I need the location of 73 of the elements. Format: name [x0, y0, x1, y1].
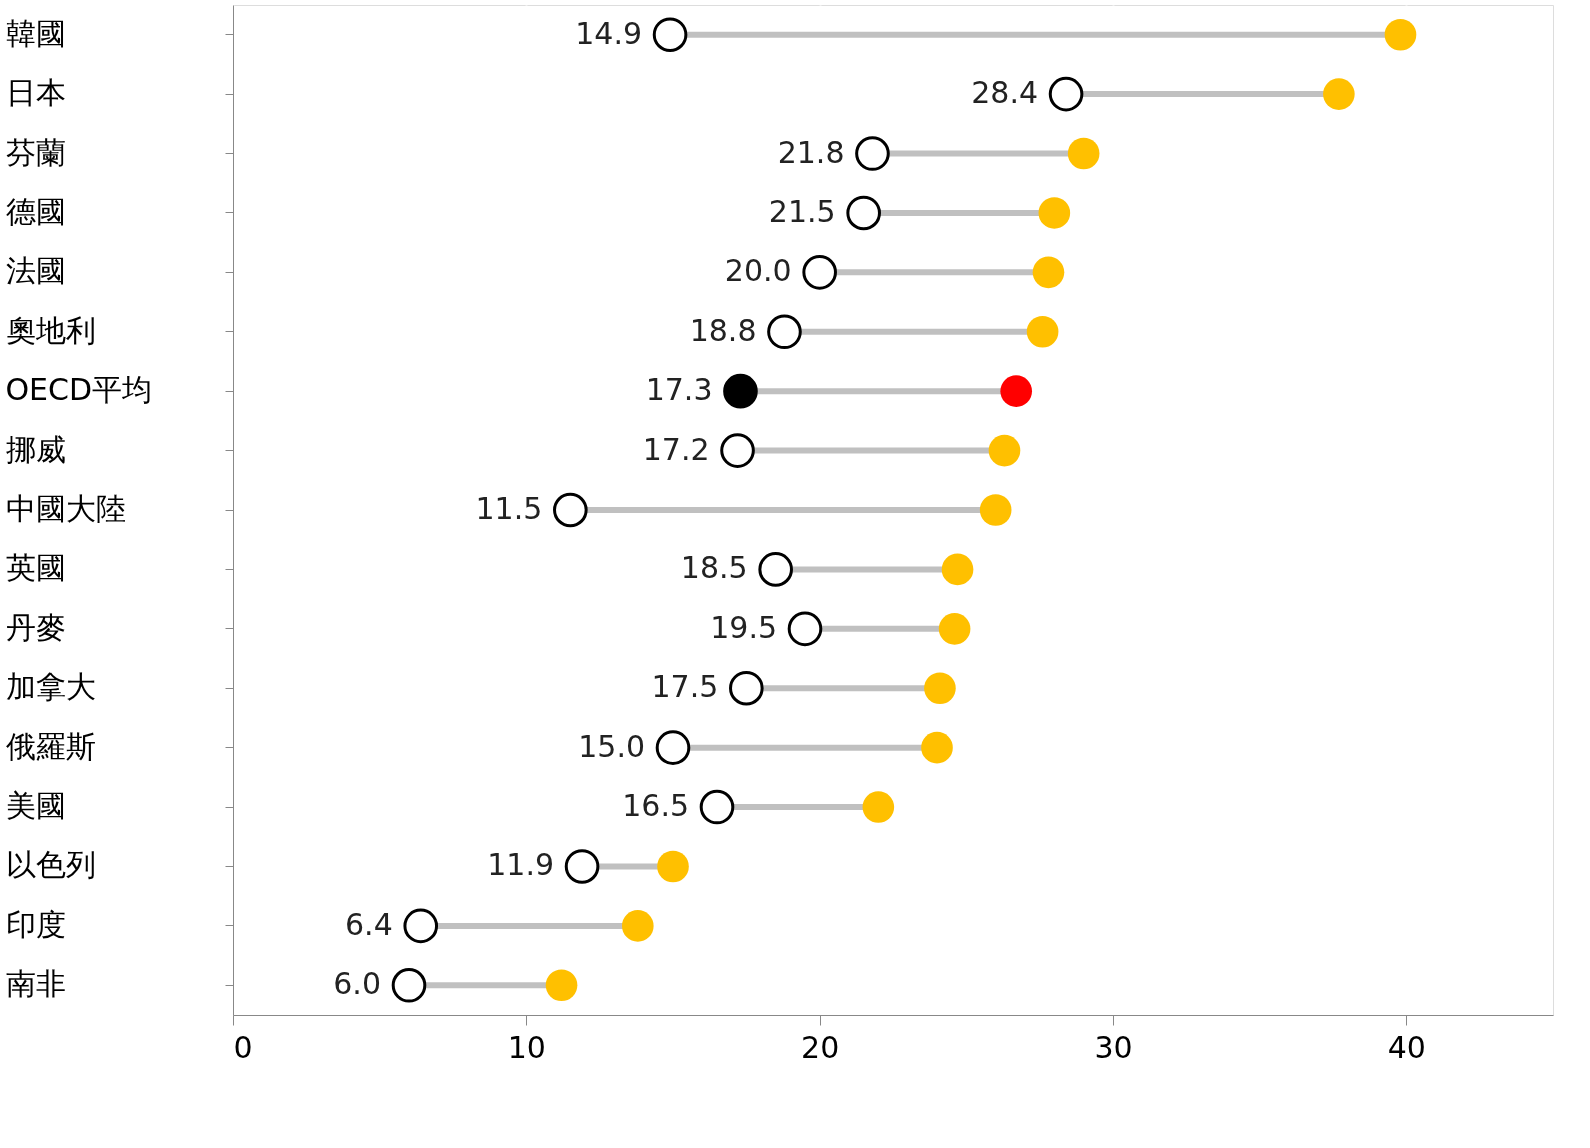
x-tick-label: 10	[507, 1029, 546, 1065]
point	[652, 17, 688, 52]
point	[553, 492, 588, 528]
y-tick-label: 法國	[5, 253, 66, 289]
point	[1032, 256, 1065, 289]
y-tick-label: 俄羅斯	[5, 728, 96, 764]
data-label: 18.8	[689, 312, 757, 348]
point	[1323, 78, 1355, 110]
point	[1067, 137, 1100, 170]
point	[621, 910, 654, 942]
point	[403, 908, 439, 944]
point	[767, 314, 802, 350]
data-label: 21.5	[768, 193, 836, 229]
point	[924, 672, 956, 705]
point	[787, 611, 823, 647]
point	[545, 969, 578, 1002]
y-tick-label: 日本	[5, 75, 66, 111]
data-label: 17.5	[651, 669, 719, 705]
data-label: 6.0	[333, 966, 381, 1002]
data-label: 17.2	[642, 431, 710, 467]
point	[802, 255, 837, 290]
point	[1026, 315, 1059, 348]
x-tick-label: 20	[801, 1029, 840, 1065]
point	[564, 849, 600, 884]
y-tick-label: 美國	[5, 788, 66, 824]
data-label: 14.9	[575, 15, 643, 51]
data-label: 20.0	[724, 253, 792, 289]
data-label: 19.5	[710, 609, 777, 645]
data-label: 21.8	[777, 134, 845, 170]
y-tick-label: 南非	[5, 966, 66, 1002]
point	[758, 552, 793, 587]
y-tick-label: OECD平均	[5, 372, 153, 408]
y-tick-label: 挪威	[5, 431, 66, 467]
data-label: 28.4	[971, 75, 1039, 111]
y-tick-label: 芬蘭	[5, 134, 66, 170]
point	[657, 850, 689, 883]
y-tick-label: 印度	[5, 906, 66, 942]
y-tick-label: 德國	[5, 193, 66, 229]
point	[720, 433, 755, 468]
point	[1000, 375, 1033, 407]
y-tick-label: 英國	[5, 550, 66, 586]
point	[941, 553, 974, 586]
point	[846, 195, 881, 231]
point	[988, 434, 1021, 467]
point	[729, 670, 764, 706]
data-label: 18.5	[680, 550, 748, 586]
data-label: 16.5	[622, 788, 689, 824]
y-tick-label: 奧地利	[5, 312, 96, 348]
point	[921, 731, 953, 764]
point	[699, 789, 735, 825]
data-label: 6.4	[345, 906, 393, 942]
data-label: 15.0	[578, 728, 645, 764]
point	[979, 494, 1012, 526]
x-tick-label: 0	[233, 1029, 253, 1065]
y-tick-label: 丹麥	[5, 609, 66, 645]
x-tick-label: 30	[1094, 1029, 1133, 1065]
point	[391, 968, 427, 1003]
point	[655, 730, 691, 765]
y-tick-label: 韓國	[5, 15, 66, 51]
y-tick-label: 中國大陸	[5, 491, 126, 526]
point	[1038, 197, 1071, 229]
y-tick-label: 以色列	[5, 847, 96, 883]
y-tick-label: 加拿大	[5, 669, 96, 705]
point	[938, 613, 971, 645]
data-label: 11.5	[475, 491, 543, 526]
point	[855, 136, 890, 171]
point	[1048, 76, 1084, 112]
x-tick-label: 40	[1387, 1029, 1426, 1065]
point	[862, 791, 895, 823]
data-label: 17.3	[645, 372, 713, 408]
point	[1384, 18, 1417, 51]
point	[723, 373, 758, 409]
data-label: 11.9	[487, 847, 555, 883]
